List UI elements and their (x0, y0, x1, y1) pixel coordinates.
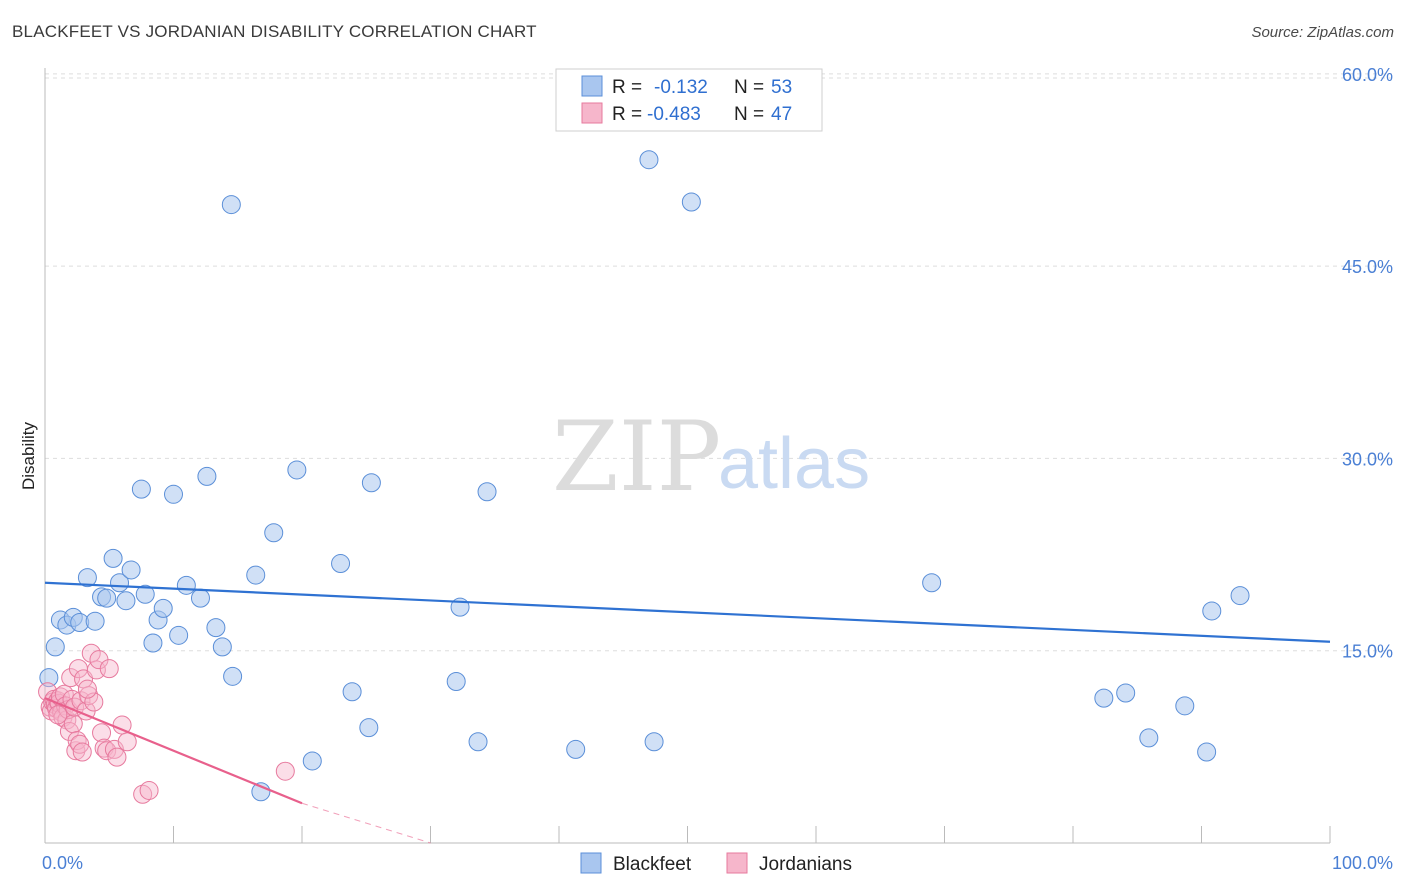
legend-r-value-2: -0.483 (647, 104, 701, 125)
blackfeet-point-50 (1197, 742, 1217, 762)
watermark-atlas: atlas (718, 424, 870, 504)
blackfeet-points (39, 150, 1250, 802)
jordanian-point-39 (107, 747, 127, 767)
blackfeet-point-15 (135, 584, 155, 604)
grid-lines (45, 73, 1392, 652)
blackfeet-point-21 (176, 575, 196, 595)
blackfeet-point-13 (121, 560, 141, 580)
blackfeet-point-14 (131, 479, 151, 499)
blackfeet-point-36 (361, 473, 381, 493)
blackfeet-point-52 (1230, 586, 1250, 606)
x-tick-labels: 0.0% 100.0% (42, 853, 1393, 873)
legend-n-label-1: N = (734, 77, 764, 98)
y-tick-labels: 15.0% 30.0% 45.0% 60.0% (1342, 65, 1393, 662)
jordanian-point-36 (97, 741, 117, 761)
blackfeet-point-18 (153, 598, 173, 618)
blackfeet-point-1 (45, 637, 65, 657)
chart-source: Source: ZipAtlas.com (1251, 24, 1394, 41)
jordanian-point-44 (275, 761, 295, 781)
blackfeet-point-46 (1094, 688, 1114, 708)
blackfeet-point-0 (39, 668, 59, 688)
legend-swatch-blackfeet (581, 75, 603, 97)
blackfeet-point-49 (1175, 696, 1195, 716)
y-tick-label-0: 15.0% (1342, 642, 1393, 662)
blackfeet-point-37 (446, 671, 466, 691)
chart-title: BLACKFEET VS JORDANIAN DISABILITY CORREL… (12, 22, 537, 41)
trend-lines (44, 581, 1331, 844)
blackfeet-point-12 (116, 591, 136, 611)
x-tick-label-0: 0.0% (42, 853, 83, 873)
blackfeet-point-23 (197, 466, 217, 486)
blackfeet-point-25 (212, 637, 232, 657)
bottom-legend-swatch-blackfeet (580, 852, 602, 874)
watermark-zip: ZIP (552, 401, 721, 513)
blackfeet-point-22 (190, 588, 210, 608)
legend-r-label-1: R = (612, 77, 642, 98)
bottom-legend-swatch-jordanian (726, 852, 748, 874)
y-tick-label-3: 60.0% (1342, 65, 1393, 85)
correlation-legend: R = -0.132 N = 53 R = -0.483 N = 47 (555, 68, 823, 132)
jordanian-point-37 (99, 659, 119, 679)
blackfeet-point-16 (143, 633, 163, 653)
legend-r-label-2: R = (612, 104, 642, 125)
blackfeet-point-24 (206, 618, 226, 638)
blackfeet-point-45 (922, 573, 942, 593)
blackfeet-point-32 (302, 751, 322, 771)
blackfeet-point-10 (103, 548, 123, 568)
legend-n-label-2: N = (734, 104, 764, 125)
series-legend: Blackfeet Jordanians (580, 852, 852, 875)
blackfeet-point-31 (287, 460, 307, 480)
jordanian-point-45 (48, 705, 68, 725)
blackfeet-point-42 (639, 150, 659, 170)
blackfeet-point-20 (169, 625, 189, 645)
blackfeet-point-41 (566, 739, 586, 759)
watermark: ZIP atlas (552, 401, 870, 513)
blackfeet-point-6 (77, 568, 97, 588)
blackfeet-point-39 (468, 732, 488, 752)
blackfeet-point-48 (1139, 728, 1159, 748)
legend-n-value-2: 47 (771, 104, 792, 125)
y-tick-label-2: 45.0% (1342, 257, 1393, 277)
blackfeet-point-34 (342, 682, 362, 702)
bottom-legend-label-jordanian: Jordanians (759, 854, 852, 875)
jordanian-trend-line (44, 697, 303, 805)
blackfeet-point-26 (223, 666, 243, 686)
blackfeet-point-51 (1202, 601, 1222, 621)
jordanian-point-24 (70, 734, 90, 754)
blackfeet-point-9 (97, 588, 117, 608)
blackfeet-point-40 (477, 482, 497, 502)
blackfeet-point-28 (246, 565, 266, 585)
blackfeet-point-47 (1116, 683, 1136, 703)
jordanian-points (38, 643, 295, 804)
blackfeet-point-35 (359, 718, 379, 738)
y-tick-label-1: 30.0% (1342, 449, 1393, 469)
legend-r-value-1: -0.132 (654, 77, 708, 98)
blackfeet-trend-line (44, 581, 1331, 643)
jordanian-point-46 (77, 679, 97, 699)
blackfeet-point-7 (85, 611, 105, 631)
blackfeet-point-43 (644, 732, 664, 752)
jordanian-point-29 (79, 686, 99, 706)
y-axis-title: Disability (19, 421, 38, 490)
blackfeet-point-27 (221, 195, 241, 215)
x-tick-label-1: 100.0% (1332, 853, 1393, 873)
jordanian-trend-extension (301, 802, 431, 844)
legend-n-value-1: 53 (771, 77, 792, 98)
blackfeet-point-44 (681, 192, 701, 212)
legend-swatch-jordanian (581, 102, 603, 124)
jordanian-point-43 (139, 780, 159, 800)
blackfeet-point-33 (331, 554, 351, 574)
jordanian-point-26 (72, 742, 92, 762)
blackfeet-point-30 (264, 523, 284, 543)
blackfeet-point-19 (164, 484, 183, 504)
jordanian-point-34 (92, 723, 112, 743)
axes (44, 68, 1331, 844)
bottom-legend-label-blackfeet: Blackfeet (613, 854, 692, 875)
